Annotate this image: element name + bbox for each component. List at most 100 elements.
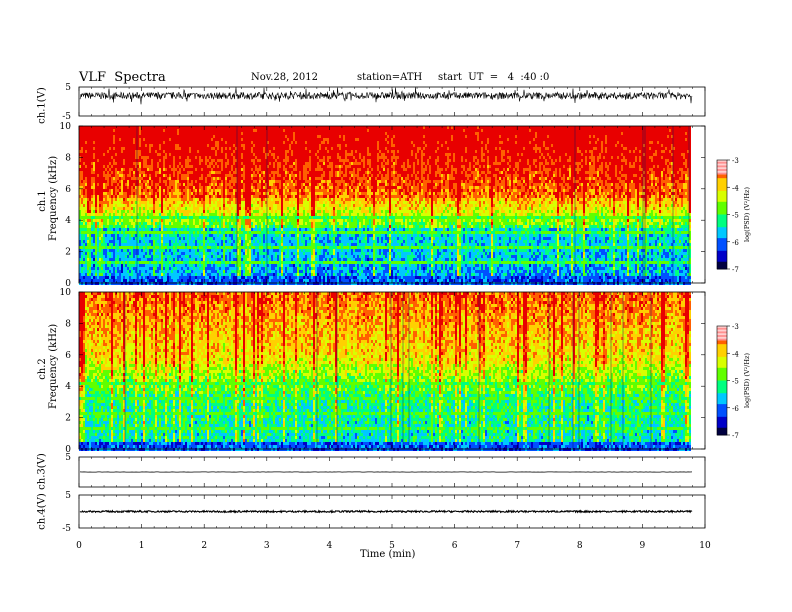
spec-cell <box>159 141 161 144</box>
spec-cell <box>305 147 307 150</box>
spec-cell <box>493 144 495 147</box>
spec-cell <box>541 162 543 165</box>
spec-cell <box>493 162 495 165</box>
spec-cell <box>615 162 617 165</box>
spec-cell <box>557 150 559 153</box>
spec-cell <box>251 165 253 168</box>
spec-cell <box>613 165 615 168</box>
spec-cell <box>149 132 151 135</box>
spec-cell <box>505 144 507 147</box>
spec-cell <box>355 150 357 153</box>
spec-cell <box>259 159 261 162</box>
spec-cell <box>615 129 617 132</box>
spec-cell <box>491 138 493 141</box>
spec-cell <box>143 153 145 156</box>
spec-cell <box>659 159 661 162</box>
spec-cell <box>429 138 431 141</box>
spec-cell <box>587 138 589 141</box>
spec-cell <box>153 159 155 162</box>
spec-cell <box>459 165 461 168</box>
spec-cell <box>163 132 165 135</box>
spec-cell <box>607 159 609 162</box>
spec-cell <box>495 165 497 168</box>
spec-cell <box>293 138 295 141</box>
spec-cell <box>167 138 169 141</box>
spec-cell <box>319 153 321 156</box>
spec-cell <box>667 150 669 153</box>
spec-cell <box>373 126 375 129</box>
spec-cell <box>127 144 129 147</box>
spec-cell <box>557 144 559 147</box>
spec-cell <box>155 168 157 171</box>
spec-cell <box>607 150 609 153</box>
spec-cell <box>349 141 351 144</box>
spec-cell <box>665 150 667 153</box>
spec-cell <box>617 138 619 141</box>
spec-cell <box>579 150 581 153</box>
spec-cell <box>259 150 261 153</box>
spec-cell <box>91 132 93 135</box>
spec-cell <box>559 138 561 141</box>
spec-cell <box>263 165 265 168</box>
spec-cell <box>427 147 429 150</box>
spec-cell <box>91 150 93 153</box>
spec-cell <box>657 165 659 168</box>
spec-cell <box>577 138 579 141</box>
spec-cell <box>437 129 439 132</box>
spec-cell <box>263 156 265 159</box>
spec-cell <box>289 168 291 171</box>
spec-cell <box>405 141 407 144</box>
spec-cell <box>487 165 489 168</box>
spec-cell <box>625 135 627 138</box>
spec-cell <box>219 138 221 141</box>
spec-cell <box>633 144 635 147</box>
spec-cell <box>519 144 521 147</box>
spec-cell <box>619 159 621 162</box>
spec-cell <box>541 159 543 162</box>
spec-cell <box>117 171 119 174</box>
spec-cell <box>303 165 305 168</box>
spec-cell <box>315 168 317 171</box>
spec-cell <box>613 132 615 135</box>
spec-cell <box>175 153 177 156</box>
spec-cell <box>615 141 617 144</box>
spec-cell <box>403 165 405 168</box>
spec-cell <box>261 129 263 132</box>
spec-cell <box>367 135 369 138</box>
spec-cell <box>113 159 115 162</box>
spec-cell <box>155 171 157 174</box>
spec-cell <box>319 144 321 147</box>
spec-cell <box>171 126 173 129</box>
spec-cell <box>459 141 461 144</box>
spec-cell <box>547 135 549 138</box>
spec-cell <box>219 171 221 174</box>
spec-cell <box>553 141 555 144</box>
spec-cell <box>387 129 389 132</box>
spec-cell <box>141 162 143 165</box>
spec-cell <box>577 132 579 135</box>
spec-cell <box>245 126 247 129</box>
spec-cell <box>439 156 441 159</box>
spec-cell <box>623 147 625 150</box>
spec-cell <box>415 126 417 129</box>
spec-cell <box>633 135 635 138</box>
spec-cell <box>589 141 591 144</box>
spec-cell <box>155 165 157 168</box>
spec-cell <box>245 138 247 141</box>
spec-cell <box>361 144 363 147</box>
spec-cell <box>111 171 113 174</box>
spec-cell <box>223 129 225 132</box>
spec-cell <box>685 129 687 132</box>
spec-cell <box>107 126 109 129</box>
spec-cell <box>635 162 637 165</box>
spec-cell <box>463 141 465 144</box>
spec-cell <box>227 147 229 150</box>
spec-cell <box>285 153 287 156</box>
spec-cell <box>665 141 667 144</box>
spec-cell <box>91 135 93 138</box>
spec-cell <box>431 144 433 147</box>
spec-cell <box>449 150 451 153</box>
spec-cell <box>271 168 273 171</box>
spec-cell <box>335 165 337 168</box>
spec-cell <box>603 141 605 144</box>
